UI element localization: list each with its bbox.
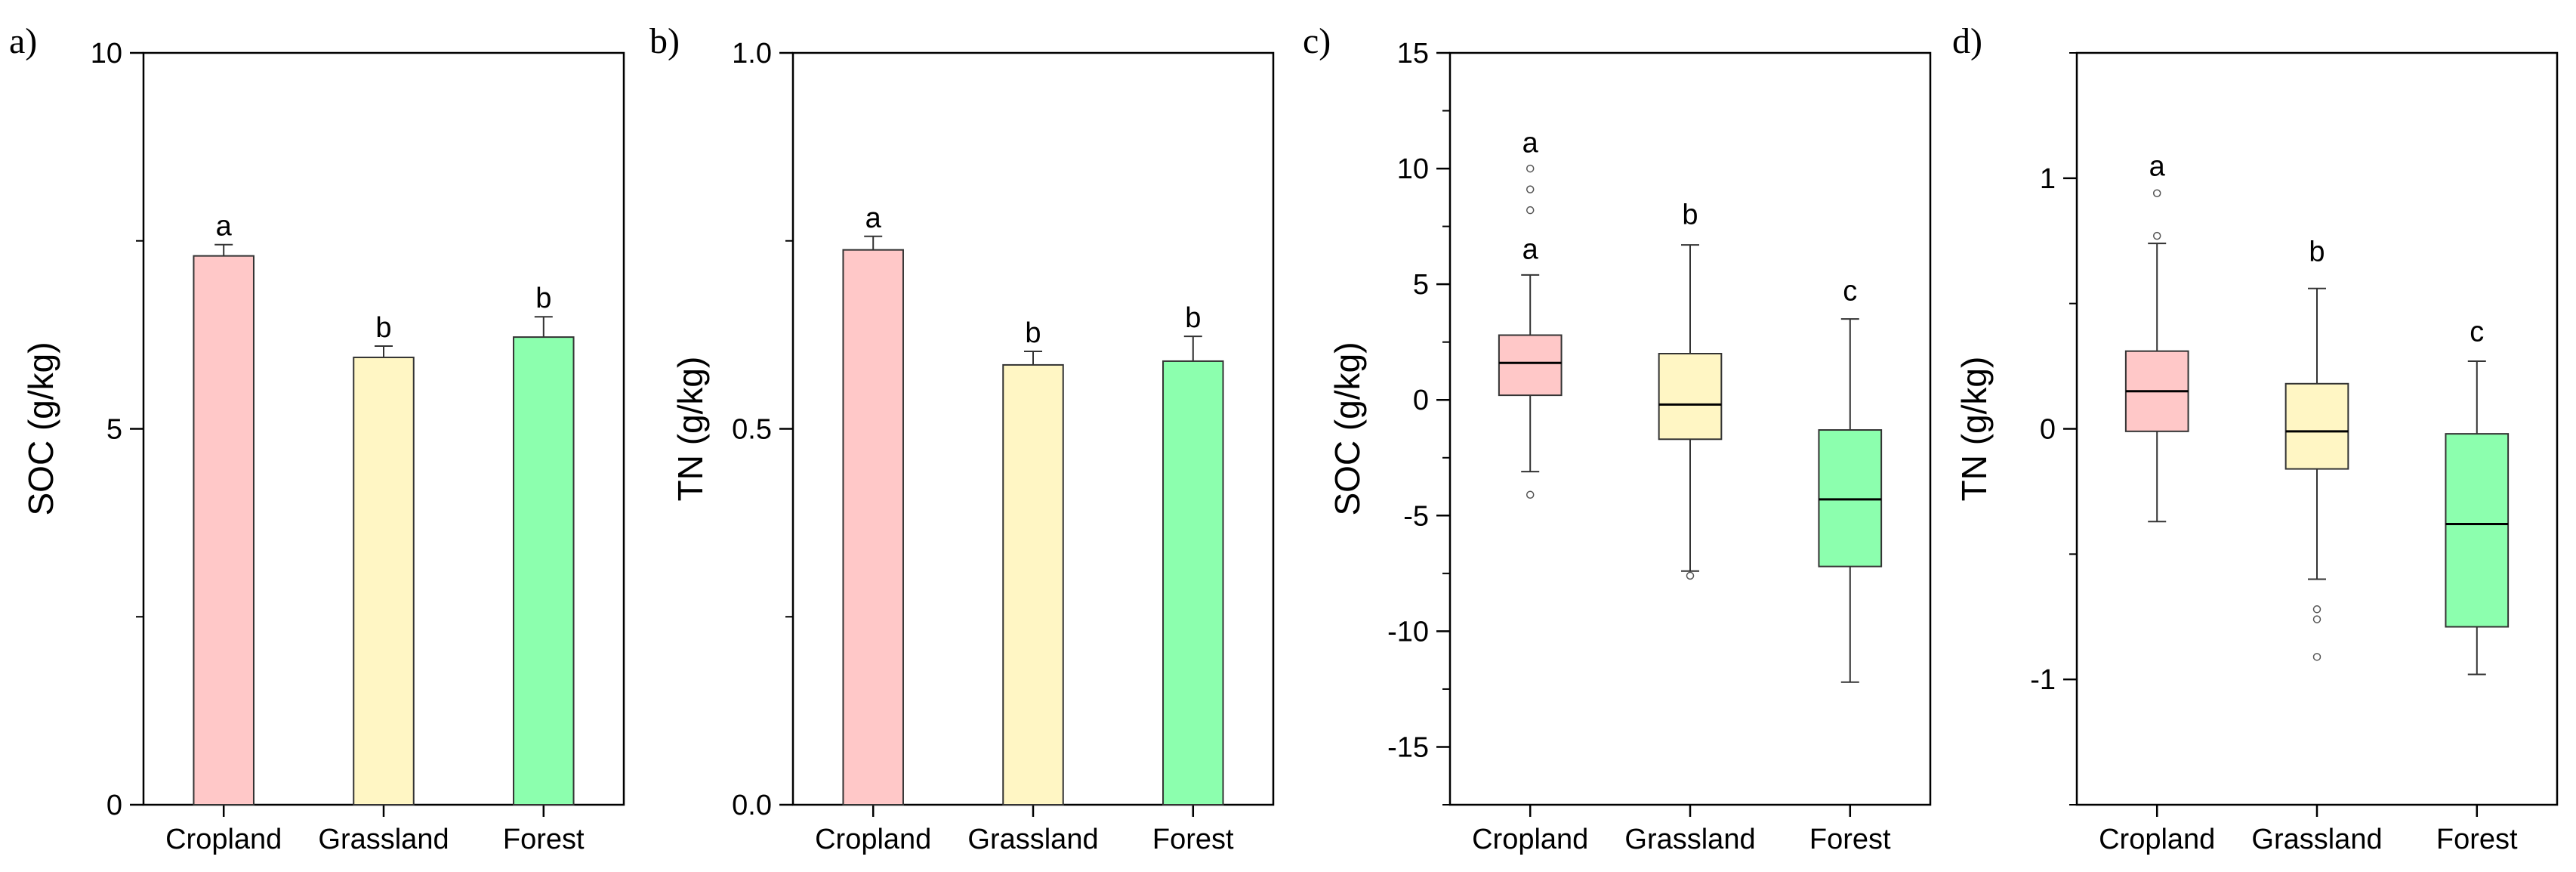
panel-b: b) 0.0 0.5 1.0 TN (g/kg) Cropland Grassland For…	[649, 21, 1275, 855]
significance-label: a	[865, 203, 882, 234]
box-forest	[2445, 433, 2510, 628]
panel-c: c) -15 -10 -5 0 5 10 15 SOC (g/kg) Cropland Grassl…	[1303, 21, 1932, 855]
outlier-point	[1526, 490, 1535, 499]
bar-cropland	[193, 255, 255, 806]
x-tick-label-cropland: Cropland	[1472, 824, 1588, 855]
box-cropland	[1498, 334, 1563, 397]
y-tick-label: 1	[2040, 163, 2056, 195]
x-tick-label-forest: Forest	[1152, 824, 1234, 855]
y-tick-label: 0	[106, 790, 122, 821]
x-tick-label-cropland: Cropland	[165, 824, 282, 855]
outlier-point	[2312, 653, 2321, 661]
x-tick-label-cropland: Cropland	[2099, 824, 2215, 855]
y-axis-title: SOC (g/kg)	[1328, 342, 1367, 515]
outlier-point	[2152, 189, 2161, 197]
significance-label: a	[1522, 128, 1539, 159]
panel-d: d) -1 0 1 TN (g/kg) Cropland Grassland Forest a b…	[1952, 21, 2559, 855]
box-forest	[1818, 429, 1883, 567]
y-tick-label: 5	[1413, 269, 1429, 301]
outlier-point	[2152, 231, 2161, 240]
significance-label: c	[1843, 276, 1857, 308]
bar-cropland	[842, 249, 904, 806]
box-grassland	[2284, 382, 2349, 470]
significance-label: b	[1682, 199, 1698, 231]
panel-letter: d)	[1952, 21, 1982, 61]
outlier-point	[1686, 571, 1695, 580]
panel-letter: c)	[1303, 21, 1331, 61]
y-tick-label: 5	[106, 414, 122, 446]
y-tick-label: -10	[1387, 616, 1429, 648]
significance-label: b	[535, 283, 551, 314]
outlier-point	[2312, 605, 2321, 614]
significance-label: a	[1522, 233, 1539, 265]
outlier-point	[1526, 206, 1535, 215]
x-tick-label-grassland: Grassland	[2251, 824, 2382, 855]
x-tick-label-forest: Forest	[2436, 824, 2518, 855]
y-tick-label: 0.5	[732, 414, 772, 446]
y-tick-label: -15	[1387, 731, 1429, 763]
y-tick-label: -1	[2030, 664, 2056, 696]
y-axis-title: TN (g/kg)	[1954, 357, 1994, 502]
bar-forest	[1162, 360, 1224, 806]
significance-label: a	[216, 211, 233, 243]
outlier-point	[1526, 185, 1535, 193]
y-axis-title: TN (g/kg)	[671, 357, 710, 502]
x-tick-label-forest: Forest	[1809, 824, 1891, 855]
y-tick-label: 15	[1397, 38, 1429, 70]
significance-label: b	[1025, 317, 1041, 349]
y-axis-title: SOC (g/kg)	[21, 342, 60, 515]
significance-label: b	[2309, 236, 2325, 267]
y-tick-label: -5	[1403, 500, 1429, 532]
x-tick-label-grassland: Grassland	[318, 824, 449, 855]
bar-grassland	[353, 356, 415, 806]
bar-forest	[513, 336, 575, 806]
significance-label: b	[1185, 302, 1201, 334]
panel-letter: a)	[9, 21, 37, 61]
box-grassland	[1658, 353, 1723, 441]
y-tick-label: 1.0	[732, 38, 772, 70]
x-tick-label-cropland: Cropland	[815, 824, 931, 855]
y-tick-label: 10	[1397, 153, 1429, 185]
y-tick-label: 0.0	[732, 790, 772, 821]
y-tick-label: 10	[91, 38, 122, 70]
bar-grassland	[1002, 363, 1064, 806]
x-tick-label-grassland: Grassland	[967, 824, 1098, 855]
x-tick-label-grassland: Grassland	[1624, 824, 1755, 855]
significance-label: c	[2470, 316, 2484, 348]
y-tick-label: 0	[1413, 385, 1429, 416]
x-tick-label-forest: Forest	[503, 824, 585, 855]
panel-a: a) 0 5 10 SOC (g/kg) Cropland Grassland Forest a…	[9, 21, 625, 855]
significance-label: b	[375, 312, 391, 344]
panel-letter: b)	[649, 21, 680, 61]
y-tick-label: 0	[2040, 414, 2056, 446]
outlier-point	[2312, 615, 2321, 623]
significance-label: a	[2149, 151, 2166, 183]
outlier-point	[1526, 164, 1535, 173]
